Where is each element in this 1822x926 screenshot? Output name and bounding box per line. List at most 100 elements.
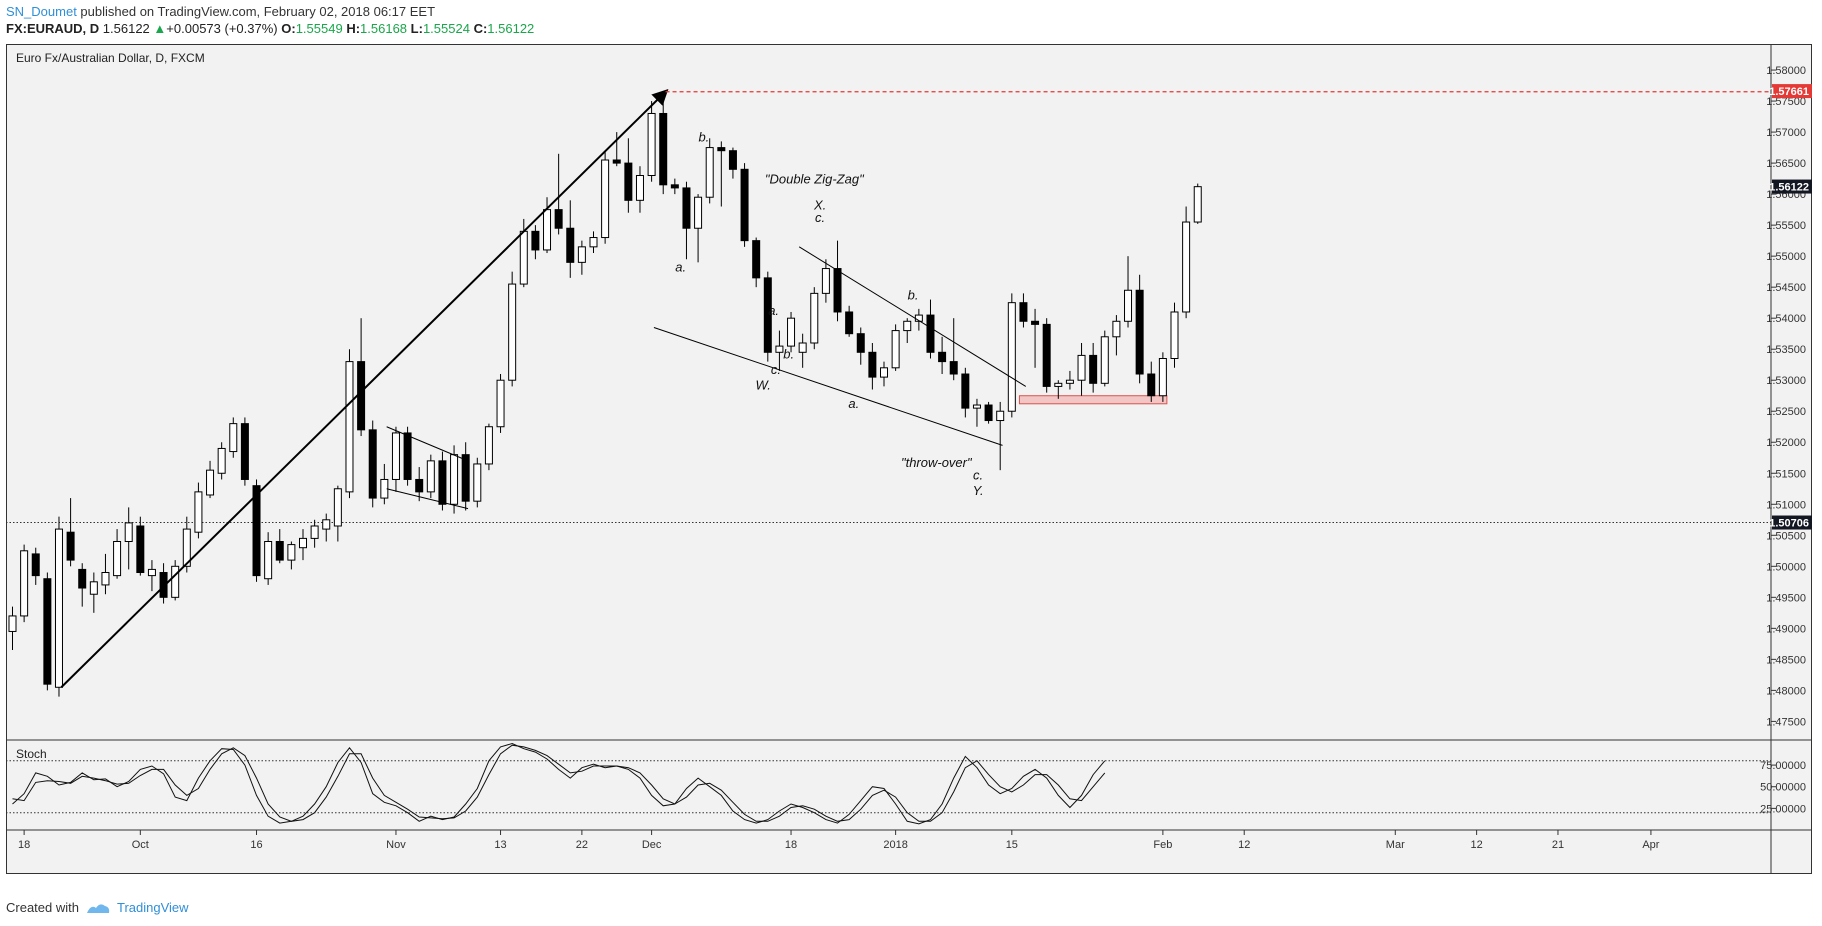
candle <box>426 454 435 499</box>
bearish-candle-body <box>252 485 261 577</box>
candle <box>171 560 180 601</box>
candle <box>1112 315 1121 356</box>
bearish-candle-body <box>31 553 40 577</box>
price-tick-label: 1.55500 <box>1766 220 1806 232</box>
bullish-candle-body <box>473 463 482 502</box>
bearish-candle-body <box>682 187 691 229</box>
bearish-candle-body <box>1019 302 1028 322</box>
wave-label: b. <box>783 347 794 362</box>
price-label-badge: 1.57661 <box>1769 84 1812 99</box>
bearish-candle-body <box>624 162 633 201</box>
stoch-title: Stoch <box>16 747 47 761</box>
candle <box>101 553 110 595</box>
bearish-candle-body <box>415 478 424 493</box>
bullish-candle-body <box>450 454 459 505</box>
candle <box>159 563 168 604</box>
candle <box>601 150 610 244</box>
high-label: H: <box>346 21 361 36</box>
bullish-candle-body <box>1158 358 1167 397</box>
candle <box>868 342 877 390</box>
time-tick-label: Nov <box>386 839 406 851</box>
time-tick-label: 22 <box>576 839 588 851</box>
created-with-text: Created with <box>6 900 79 915</box>
candlestick-series <box>8 94 1202 697</box>
wave-label: W. <box>755 378 770 393</box>
bearish-candle-body <box>868 351 877 378</box>
bullish-candle-body <box>20 550 29 617</box>
candle <box>147 560 156 592</box>
candle <box>1182 206 1191 319</box>
trendlines <box>60 88 1771 688</box>
wave-label: Y. <box>973 483 984 498</box>
bullish-candle-body <box>391 432 400 480</box>
stochastic-series <box>12 742 1106 825</box>
price-tick-label: 1.50500 <box>1766 530 1806 542</box>
candle <box>612 132 621 167</box>
chart-frame: Euro Fx/Australian Dollar, D, FXCM Stoch… <box>6 44 1812 874</box>
bearish-candle-body <box>78 568 87 589</box>
stoch-k-line <box>12 742 1106 825</box>
price-tick-label: 1.49000 <box>1766 623 1806 635</box>
candle <box>833 240 842 322</box>
bullish-candle-body <box>972 404 981 409</box>
bullish-candle-body <box>903 320 912 332</box>
candle <box>1019 293 1028 328</box>
candle <box>264 532 273 585</box>
bearish-candle-body <box>1147 373 1156 397</box>
stoch-tick-label: 75.00000 <box>1760 760 1806 772</box>
candle <box>415 467 424 502</box>
candle <box>554 153 563 235</box>
footer: Created with TradingView <box>6 900 189 915</box>
time-tick-label: 18 <box>18 839 30 851</box>
bearish-candle-body <box>43 578 52 685</box>
trendline <box>60 88 669 688</box>
candle <box>949 318 958 381</box>
bearish-candle-body <box>833 268 842 313</box>
candle <box>694 194 703 263</box>
bullish-candle-body <box>1193 186 1202 223</box>
high-value: 1.56168 <box>360 21 408 36</box>
bearish-candle-body <box>1042 323 1051 387</box>
time-tick-label: Apr <box>1642 839 1659 851</box>
bullish-candle-body <box>54 528 63 688</box>
bearish-candle-body <box>949 361 958 375</box>
candle <box>845 305 854 337</box>
candle <box>275 529 284 564</box>
wave-label: "Double Zig-Zag" <box>765 172 865 187</box>
publish-info: SN_Doumet published on TradingView.com, … <box>6 4 435 19</box>
price-change: +0.00573 (+0.37%) <box>166 21 278 36</box>
horizontal-lines <box>6 522 1771 814</box>
low-value: 1.55524 <box>422 21 470 36</box>
bullish-candle-body <box>182 528 191 567</box>
bearish-candle-body <box>938 351 947 363</box>
chart-background <box>6 44 1812 874</box>
bullish-candle-body <box>577 246 586 263</box>
candle <box>624 138 633 213</box>
bullish-candle-body <box>194 491 203 533</box>
price-chart[interactable]: Euro Fx/Australian Dollar, D, FXCM Stoch… <box>6 44 1812 874</box>
bullish-candle-body <box>880 367 888 378</box>
bullish-candle-body <box>322 519 331 530</box>
candle <box>752 237 761 288</box>
candle <box>1158 352 1167 402</box>
publish-text: published on TradingView.com, February 0… <box>76 4 436 19</box>
bullish-candle-body <box>345 361 354 493</box>
price-label-bg <box>1772 84 1812 99</box>
tradingview-logo-icon <box>86 903 110 913</box>
price-tick-label: 1.51500 <box>1766 468 1806 480</box>
author-link[interactable]: SN_Doumet <box>6 4 77 19</box>
bearish-candle-body <box>554 209 563 229</box>
price-tick-label: 1.52000 <box>1766 437 1806 449</box>
candle <box>763 271 772 362</box>
candle <box>798 333 807 368</box>
tradingview-link[interactable]: TradingView <box>116 900 189 915</box>
bullish-candle-body <box>89 581 98 595</box>
candle <box>1054 380 1063 399</box>
bullish-candle-body <box>1124 289 1133 322</box>
time-axis-ticks: 18 Oct 16 Nov 13 22 Dec 18 2018 15 Feb 12 Mar 12 21 Apr <box>18 830 1660 851</box>
candle <box>194 482 203 539</box>
price-label-text: 1.50706 <box>1769 518 1809 530</box>
time-tick-label: 12 <box>1238 839 1250 851</box>
price-label-badge: 1.50706 <box>1769 515 1812 530</box>
chart-border <box>6 44 1812 874</box>
